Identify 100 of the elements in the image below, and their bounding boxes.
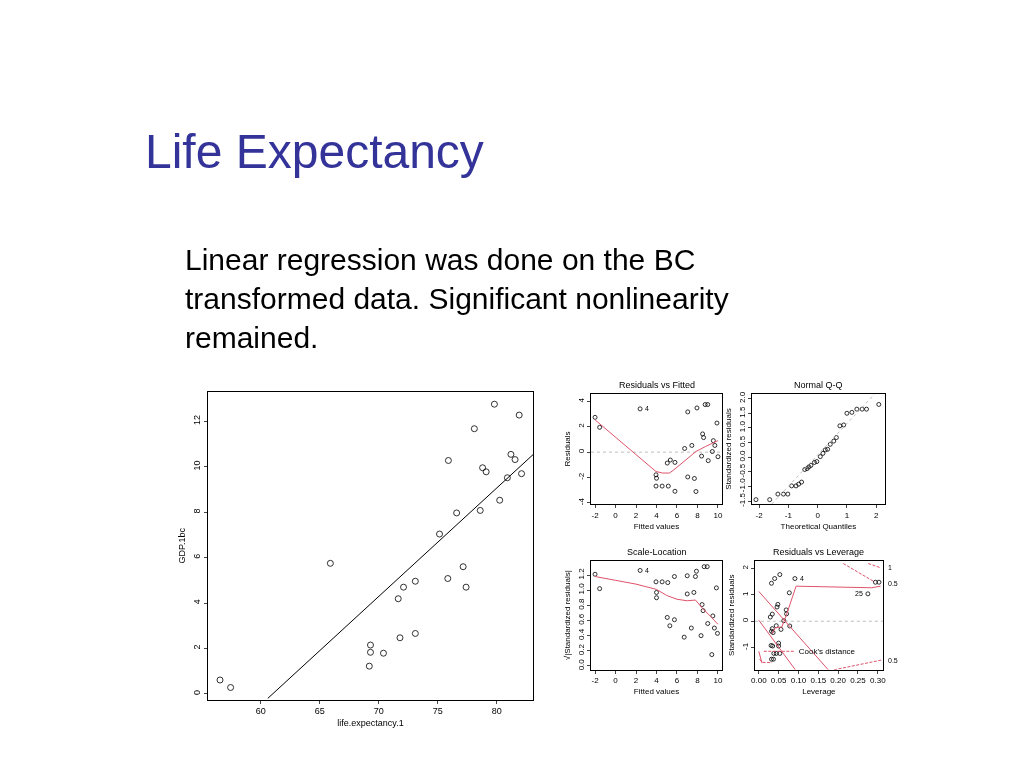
point bbox=[459, 563, 467, 571]
y-tick-label: 1.0 bbox=[576, 582, 586, 595]
point bbox=[709, 449, 715, 454]
point bbox=[654, 590, 659, 595]
y-tick-label: 0.6 bbox=[576, 613, 586, 625]
x-tick-label: 0.05 bbox=[770, 676, 787, 686]
y-tick-label: -1.5 bbox=[737, 492, 747, 507]
y-tick-label: -2 bbox=[576, 472, 586, 480]
point bbox=[597, 586, 603, 592]
point bbox=[702, 402, 708, 407]
point bbox=[394, 595, 402, 603]
point bbox=[667, 457, 673, 463]
x-tick-label: 70 bbox=[373, 706, 384, 717]
point bbox=[812, 460, 817, 465]
point bbox=[820, 450, 826, 456]
point bbox=[682, 446, 688, 451]
point bbox=[785, 491, 791, 497]
point bbox=[691, 590, 697, 595]
y-tick-label: 0.2 bbox=[576, 643, 586, 656]
point bbox=[793, 483, 799, 489]
x-tick-label: 0.15 bbox=[810, 676, 827, 686]
x-tick-label: 2 bbox=[633, 510, 639, 520]
point bbox=[712, 443, 718, 448]
point bbox=[786, 590, 792, 596]
y-tick-label: 1.5 bbox=[737, 405, 747, 418]
point bbox=[817, 454, 823, 459]
point bbox=[778, 627, 784, 632]
point bbox=[777, 651, 783, 656]
y-tick-label: -0.5 bbox=[737, 463, 747, 478]
x-tick-label: -2 bbox=[591, 510, 600, 520]
y-tick-label: 6 bbox=[192, 553, 202, 559]
point bbox=[705, 402, 711, 407]
point bbox=[637, 568, 643, 573]
point bbox=[444, 575, 452, 582]
chart-title: Residuals vs Leverage bbox=[773, 547, 865, 557]
x-axis-title: Theoretical Quantiles bbox=[780, 521, 857, 531]
point bbox=[476, 507, 484, 514]
point bbox=[396, 634, 404, 642]
y-axis-title: GDP.1bc bbox=[177, 527, 188, 564]
y-tick-label: -1 bbox=[740, 642, 750, 650]
x-tick-label: 2 bbox=[633, 676, 639, 686]
point bbox=[769, 611, 775, 617]
text: Linear regression was done on the BC transformed data. Significant nonlinearity remained. bbox=[185, 243, 729, 354]
point bbox=[637, 406, 643, 412]
point bbox=[672, 574, 677, 579]
point bbox=[814, 459, 820, 464]
x-tick-label: 10 bbox=[713, 510, 723, 520]
x-tick-label: -1 bbox=[784, 510, 793, 520]
y-axis-title: √|Standardized residuals| bbox=[563, 570, 573, 661]
point bbox=[705, 458, 711, 464]
x-tick-label: 0 bbox=[815, 510, 821, 520]
point bbox=[825, 446, 831, 452]
point bbox=[692, 476, 697, 481]
point bbox=[710, 613, 716, 619]
point bbox=[653, 483, 659, 489]
x-tick-label: 4 bbox=[654, 676, 660, 686]
x-tick-label: 0 bbox=[613, 676, 619, 686]
y-tick-label: 2 bbox=[740, 564, 750, 570]
point bbox=[400, 583, 407, 591]
point bbox=[773, 623, 779, 629]
point bbox=[685, 474, 691, 480]
point bbox=[653, 579, 659, 585]
point bbox=[436, 530, 443, 538]
point bbox=[792, 576, 798, 581]
y-tick-label: 12 bbox=[192, 415, 202, 426]
point bbox=[479, 464, 487, 472]
point bbox=[865, 591, 871, 597]
point bbox=[654, 475, 659, 481]
point bbox=[873, 579, 878, 585]
point bbox=[665, 580, 671, 585]
chart-title: Residuals vs Fitted bbox=[619, 380, 696, 390]
y-tick-label: 0.0 bbox=[576, 658, 586, 671]
y-axis-title: Standardized residuals bbox=[727, 574, 737, 656]
x-tick-label: 80 bbox=[491, 706, 502, 717]
chart-title: Scale-Location bbox=[627, 547, 687, 557]
x-tick-label: 0.00 bbox=[751, 676, 768, 686]
point bbox=[511, 456, 519, 463]
point bbox=[775, 491, 781, 497]
point bbox=[665, 483, 671, 489]
point bbox=[784, 611, 789, 617]
point bbox=[841, 422, 847, 428]
point bbox=[796, 481, 802, 487]
point bbox=[876, 579, 882, 585]
point bbox=[777, 572, 783, 577]
x-tick-label: 65 bbox=[314, 706, 325, 717]
y-tick-label: 10 bbox=[192, 460, 202, 471]
point bbox=[216, 676, 224, 684]
point bbox=[715, 630, 720, 636]
point bbox=[775, 601, 781, 607]
y-tick-label: 2 bbox=[576, 422, 586, 428]
x-tick-label: 0.10 bbox=[790, 676, 807, 686]
point bbox=[753, 497, 759, 503]
point bbox=[672, 460, 678, 465]
point bbox=[507, 450, 515, 458]
text: Life Expectancy bbox=[145, 125, 484, 178]
point bbox=[515, 411, 523, 419]
x-tick-label: 8 bbox=[695, 676, 701, 686]
chart-title: Normal Q-Q bbox=[794, 380, 843, 390]
point bbox=[854, 406, 860, 412]
point bbox=[470, 425, 478, 433]
